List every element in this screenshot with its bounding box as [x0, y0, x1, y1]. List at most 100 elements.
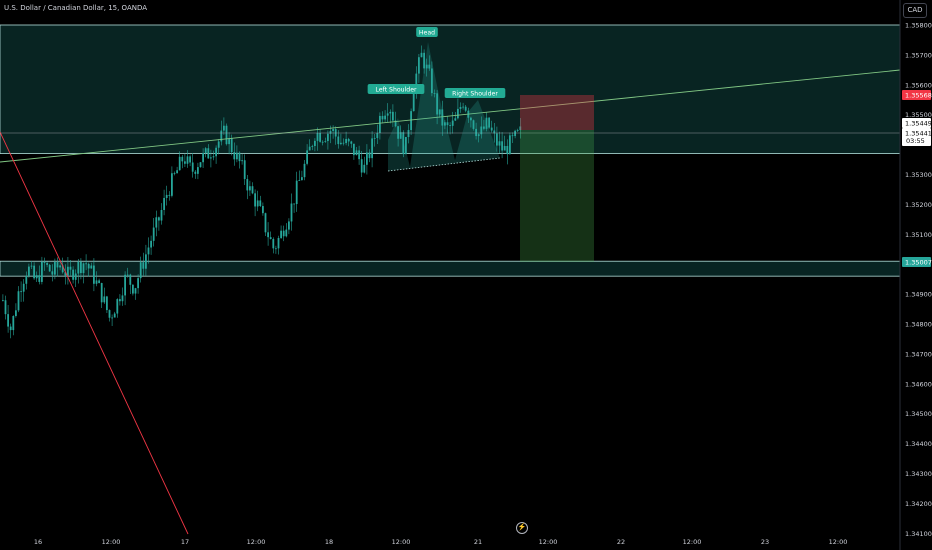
candle-body: [347, 138, 350, 142]
descending-trendline: [0, 131, 189, 535]
price-tick: 1.35300: [905, 171, 932, 179]
candle-body: [412, 91, 415, 112]
symbol-title: U.S. Dollar / Canadian Dollar, 15, OANDA: [4, 4, 148, 12]
candle-body: [275, 248, 277, 250]
price-tick: 1.34400: [905, 440, 932, 448]
lightning-icon[interactable]: ⚡: [516, 522, 528, 534]
candle-body: [321, 141, 324, 143]
candle-body: [165, 194, 168, 198]
candle-body: [2, 300, 4, 301]
candle-body: [418, 57, 420, 74]
candle-body: [264, 213, 267, 233]
currency-button[interactable]: CAD: [903, 3, 927, 18]
candle-body: [215, 147, 217, 157]
candle-body: [501, 141, 503, 151]
take-profit-zone: [520, 130, 594, 262]
candle-body: [121, 295, 124, 302]
candle-body: [124, 274, 126, 296]
candle-body: [111, 317, 113, 319]
candle-body: [358, 150, 360, 160]
candle-body: [150, 240, 152, 248]
candle-body: [191, 162, 194, 172]
candle-body: [113, 313, 116, 318]
candle-body: [446, 122, 449, 126]
candle-body: [59, 265, 61, 268]
stop-loss-zone: [520, 95, 594, 130]
candle-body: [392, 111, 394, 121]
candle-body: [85, 263, 87, 265]
price-tick: 1.34900: [905, 291, 932, 299]
candle-body: [407, 130, 410, 138]
right-shoulder-label-bg: [444, 88, 506, 98]
candle-body: [197, 167, 199, 174]
candle-body: [373, 138, 376, 139]
time-tick: 21: [474, 538, 482, 546]
candle-body: [129, 274, 132, 285]
time-axis: 16 12:00 17 12:00 18 12:00 21 12:00 22 12:00 23 12:…: [34, 538, 848, 546]
candle-body: [74, 273, 77, 280]
candle-body: [241, 160, 243, 162]
candle-body: [306, 150, 308, 164]
candle-body: [28, 266, 30, 276]
candle-body: [329, 131, 332, 134]
candle-body: [236, 152, 238, 160]
candle-body: [69, 266, 72, 270]
candle-body: [225, 125, 228, 145]
candle-body: [368, 152, 371, 159]
candle-body: [163, 197, 165, 210]
time-tick: 22: [617, 538, 625, 546]
candle-body: [340, 142, 342, 145]
candle-body: [379, 115, 381, 133]
stop-price-label: 1.35568: [905, 92, 932, 100]
current-price-label: 1.35441: [905, 130, 932, 138]
time-tick: 18: [325, 538, 333, 546]
candle-body: [56, 262, 59, 268]
candle-body: [184, 161, 186, 164]
candle-body: [210, 157, 212, 159]
candle-body: [147, 247, 150, 255]
candle-body: [259, 200, 262, 207]
candle-body: [61, 265, 64, 273]
time-tick: 12:00: [539, 538, 558, 546]
candle-body: [262, 206, 264, 214]
price-tick: 1.35800: [905, 22, 932, 30]
candle-body: [178, 156, 181, 171]
ascending-trendline: [0, 69, 901, 163]
candle-body: [475, 128, 477, 137]
candle-body: [17, 291, 20, 311]
candle-body: [77, 261, 80, 274]
candle-body: [488, 117, 490, 128]
candle-body: [516, 130, 519, 131]
candle-body: [15, 310, 17, 317]
candle-body: [93, 265, 95, 284]
candle-body: [470, 117, 472, 121]
time-tick: 17: [181, 538, 189, 546]
candle-body: [246, 179, 249, 191]
candle-body: [238, 152, 241, 162]
time-tick: 12:00: [683, 538, 702, 546]
candle-body: [228, 138, 230, 145]
candle-body: [363, 164, 366, 173]
price-tick: 1.34300: [905, 470, 932, 478]
candle-body: [189, 156, 191, 163]
candle-body: [428, 64, 431, 69]
candle-body: [35, 275, 38, 279]
candle-body: [423, 52, 425, 69]
candle-body: [334, 129, 337, 137]
candle-body: [472, 120, 475, 129]
candle-body: [272, 238, 275, 249]
candle-body: [371, 138, 373, 159]
time-tick: 12:00: [102, 538, 121, 546]
candle-body: [303, 163, 306, 178]
price-tick: 1.34800: [905, 321, 932, 329]
candle-body: [243, 160, 246, 180]
candle-body: [267, 232, 269, 238]
candle-body: [355, 150, 358, 156]
candle-body: [160, 209, 163, 221]
candle-body: [256, 200, 259, 207]
price-tick: 1.35200: [905, 201, 932, 209]
candle-body: [134, 288, 137, 294]
time-tick: 23: [761, 538, 769, 546]
time-tick: 12:00: [392, 538, 411, 546]
